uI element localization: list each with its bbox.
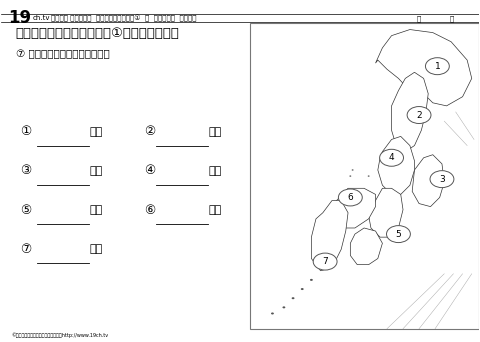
- Text: 地方: 地方: [209, 166, 222, 176]
- Text: 【社会】 地理－２９  都道府県を覚えよう①  ・  地域区分編  プリント: 【社会】 地理－２９ 都道府県を覚えよう① ・ 地域区分編 プリント: [51, 15, 197, 22]
- Text: 地方: 地方: [90, 166, 103, 176]
- Text: ⑦: ⑦: [21, 242, 32, 255]
- Circle shape: [271, 313, 274, 315]
- Text: 5: 5: [396, 229, 401, 239]
- Polygon shape: [350, 228, 383, 265]
- Text: ⑦ ７地方区分の名前を書こう。: ⑦ ７地方区分の名前を書こう。: [16, 49, 109, 59]
- Circle shape: [349, 175, 351, 177]
- Circle shape: [407, 107, 431, 123]
- Circle shape: [430, 171, 454, 188]
- Text: 6: 6: [348, 193, 353, 202]
- Circle shape: [313, 253, 337, 270]
- Polygon shape: [312, 200, 348, 271]
- Circle shape: [301, 288, 304, 290]
- Polygon shape: [392, 72, 428, 152]
- Text: 地方: 地方: [90, 127, 103, 137]
- Text: 2: 2: [416, 110, 422, 119]
- Polygon shape: [378, 136, 414, 194]
- Text: 地理（都道府県を覚えよう①・地域区分編）: 地理（都道府県を覚えよう①・地域区分編）: [16, 27, 180, 40]
- Text: 地方: 地方: [90, 205, 103, 215]
- Text: 3: 3: [439, 175, 445, 184]
- Text: ③: ③: [21, 165, 32, 177]
- Text: 地方: 地方: [209, 205, 222, 215]
- Text: 日: 日: [450, 15, 454, 22]
- Text: 4: 4: [389, 153, 395, 162]
- Text: 地方: 地方: [90, 244, 103, 254]
- Circle shape: [380, 149, 404, 166]
- Circle shape: [310, 279, 313, 281]
- Text: ①: ①: [21, 126, 32, 139]
- Text: ⑤: ⑤: [21, 203, 32, 216]
- Polygon shape: [375, 29, 472, 106]
- Circle shape: [292, 297, 295, 299]
- Circle shape: [368, 175, 370, 177]
- Text: 7: 7: [322, 257, 328, 266]
- Text: 19: 19: [9, 9, 32, 27]
- Circle shape: [352, 169, 354, 171]
- Text: 地方: 地方: [209, 127, 222, 137]
- Text: 月: 月: [417, 15, 421, 22]
- Text: ②: ②: [144, 126, 156, 139]
- Text: ©第一『とある男が授業をしてみた』http://www.19ch.tv: ©第一『とある男が授業をしてみた』http://www.19ch.tv: [11, 333, 108, 338]
- Circle shape: [425, 58, 449, 75]
- Circle shape: [338, 189, 362, 206]
- Circle shape: [386, 226, 410, 242]
- Text: ch.tv: ch.tv: [33, 15, 50, 21]
- Circle shape: [282, 306, 285, 308]
- Polygon shape: [412, 155, 444, 207]
- Polygon shape: [332, 188, 375, 228]
- Text: ④: ④: [144, 165, 156, 177]
- Polygon shape: [369, 188, 403, 237]
- Text: ⑥: ⑥: [144, 203, 156, 216]
- Text: 1: 1: [434, 62, 440, 71]
